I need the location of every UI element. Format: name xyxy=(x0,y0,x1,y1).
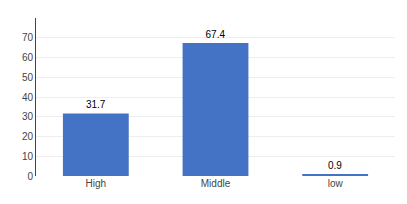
svg-text:0: 0 xyxy=(27,171,33,182)
svg-text:30: 30 xyxy=(22,111,34,122)
svg-text:31.7: 31.7 xyxy=(86,99,106,110)
svg-text:70: 70 xyxy=(22,32,34,43)
svg-text:0.9: 0.9 xyxy=(328,160,342,171)
svg-text:60: 60 xyxy=(22,52,34,63)
svg-text:67.4: 67.4 xyxy=(206,29,226,40)
svg-text:10: 10 xyxy=(22,151,34,162)
svg-text:20: 20 xyxy=(22,131,34,142)
svg-text:High: High xyxy=(86,178,107,189)
svg-text:40: 40 xyxy=(22,92,34,103)
svg-text:50: 50 xyxy=(22,72,34,83)
svg-text:low: low xyxy=(328,178,344,189)
svg-text:Middle: Middle xyxy=(201,178,231,189)
